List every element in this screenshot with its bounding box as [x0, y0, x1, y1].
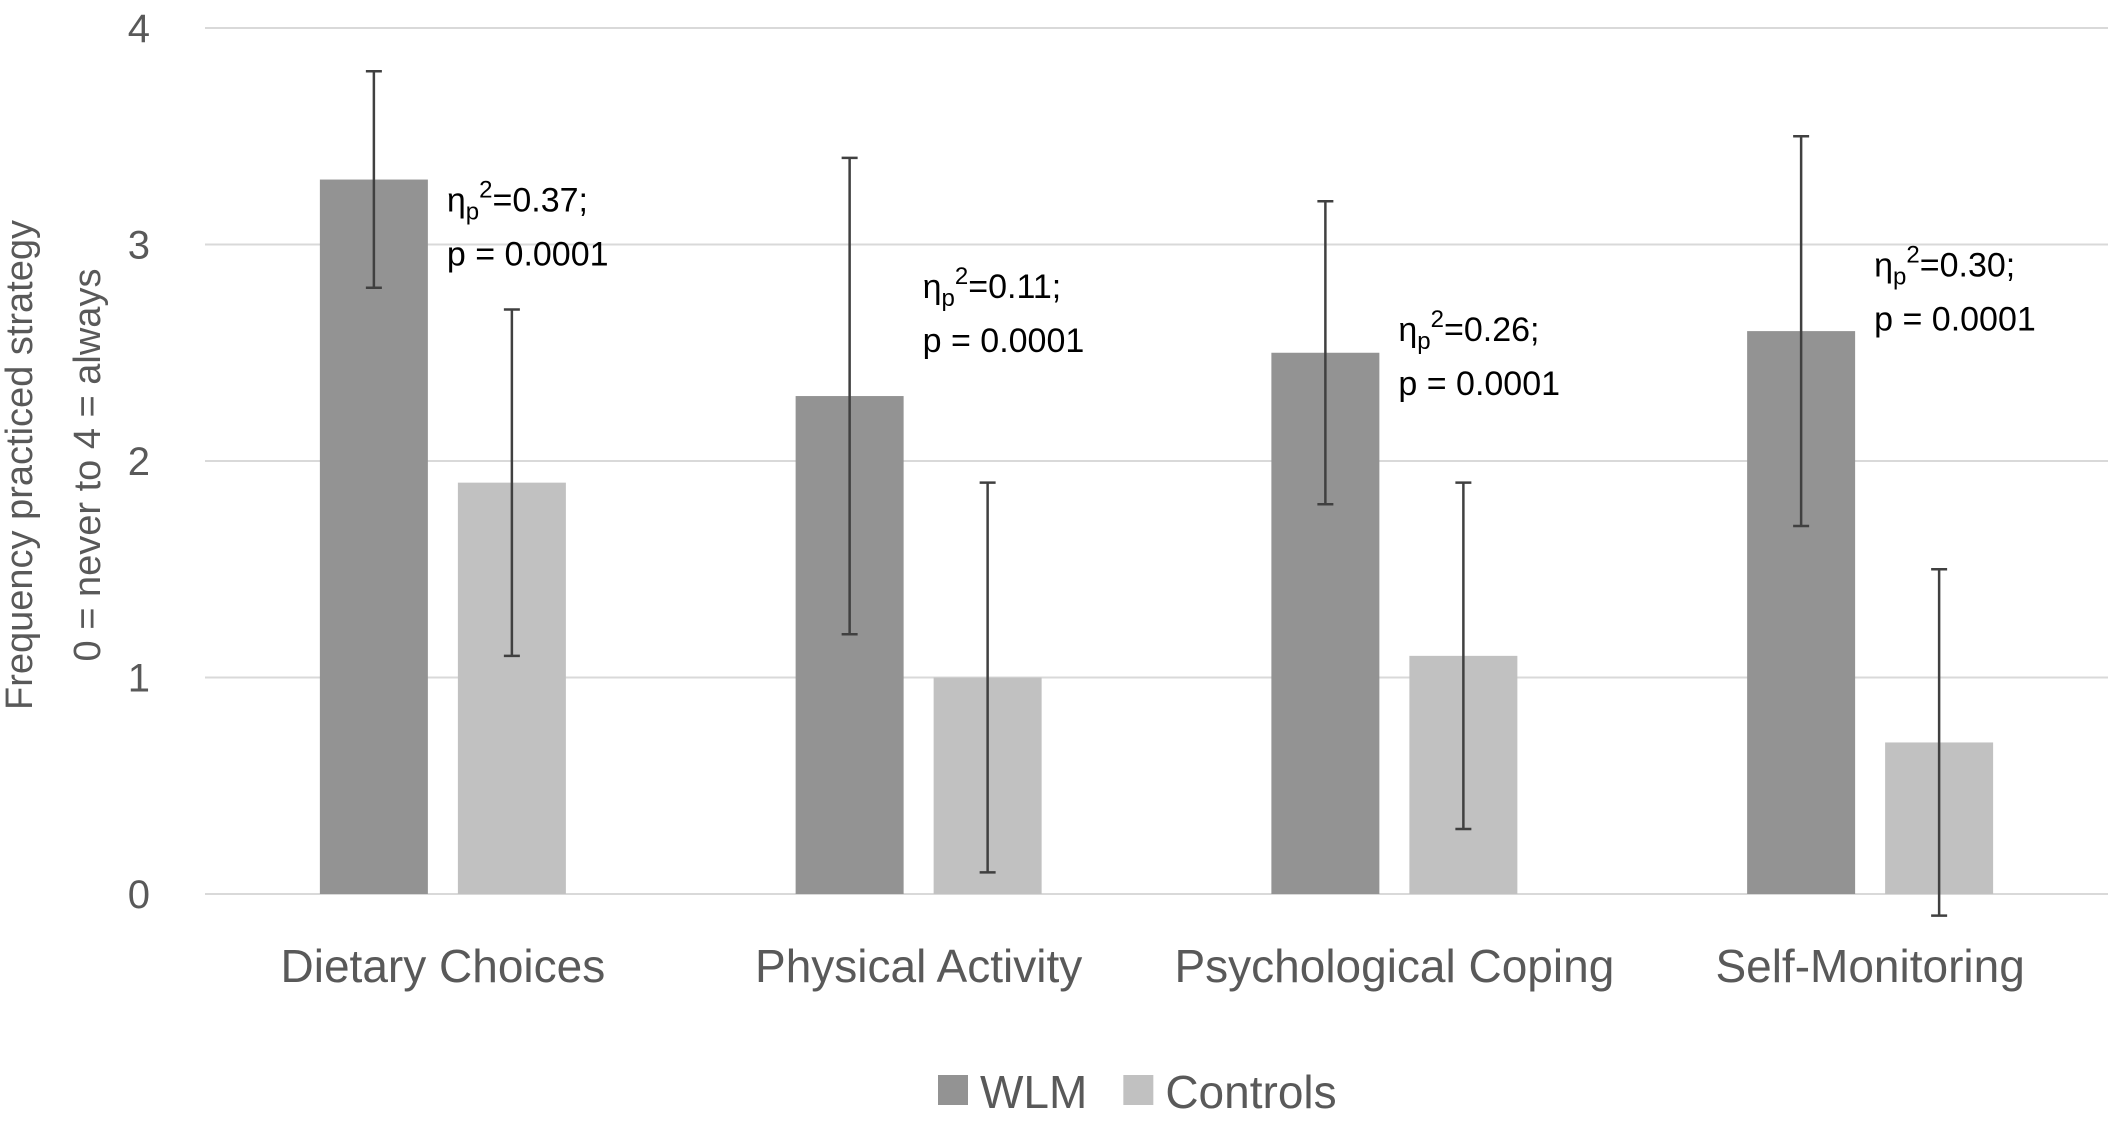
error-bar [979, 481, 996, 874]
error-bar [365, 70, 382, 290]
legend-swatch [938, 1075, 968, 1105]
error-bars [365, 70, 1948, 917]
error-bar [503, 308, 520, 658]
legend-label: Controls [1165, 1066, 1336, 1118]
effect-size-text: ηp2=0.30; [1874, 241, 2015, 290]
legend-swatch [1123, 1075, 1154, 1105]
effect-size-text: ηp2=0.26; [1398, 306, 1539, 355]
y-tick-label: 1 [128, 657, 150, 701]
y-tick-label: 0 [128, 873, 150, 917]
y-axis-label-line-2: 0 = never to 4 = always [67, 269, 109, 662]
legend-item-wlm: WLM [938, 1066, 1087, 1118]
annotation: ηp2=0.26; p = 0.0001 [1398, 306, 1560, 403]
error-bar [841, 156, 858, 636]
annotation: ηp2=0.30; p = 0.0001 [1874, 241, 2036, 338]
error-bar [1455, 481, 1472, 831]
legend-item-controls: Controls [1123, 1066, 1337, 1118]
p-value-text: p = 0.0001 [923, 322, 1085, 360]
y-tick-label: 4 [128, 7, 150, 51]
annotation: ηp2=0.37; p = 0.0001 [447, 176, 609, 273]
p-value-text: p = 0.0001 [1398, 365, 1560, 403]
bar-wlm [319, 179, 428, 895]
error-bar [1931, 568, 1948, 917]
p-value-text: p = 0.0001 [447, 235, 609, 273]
bars [319, 179, 1994, 895]
legend: WLM Controls [938, 1066, 1337, 1118]
error-bar [1317, 199, 1334, 506]
x-category-label: Psychological Coping [1174, 940, 1614, 992]
x-axis-category-labels: Dietary Choices Physical Activity Psycholo… [281, 940, 2025, 992]
y-axis-tick-labels: 0 1 2 3 4 [128, 7, 150, 917]
y-tick-label: 3 [128, 224, 150, 268]
y-axis-label-line-1: Frequency practiced strategy [0, 220, 41, 710]
annotation: ηp2=0.11; p = 0.0001 [923, 263, 1085, 360]
x-category-label: Dietary Choices [281, 940, 606, 992]
effect-size-text: ηp2=0.37; [447, 176, 588, 225]
effect-size-text: ηp2=0.11; [923, 263, 1062, 312]
y-tick-label: 2 [128, 440, 150, 484]
y-axis-label: Frequency practiced strategy 0 = never t… [0, 220, 109, 710]
x-category-label: Physical Activity [755, 940, 1082, 992]
p-value-text: p = 0.0001 [1874, 300, 2036, 338]
legend-label: WLM [980, 1066, 1087, 1118]
x-category-label: Self-Monitoring [1715, 940, 2024, 992]
error-bar [1793, 135, 1810, 528]
